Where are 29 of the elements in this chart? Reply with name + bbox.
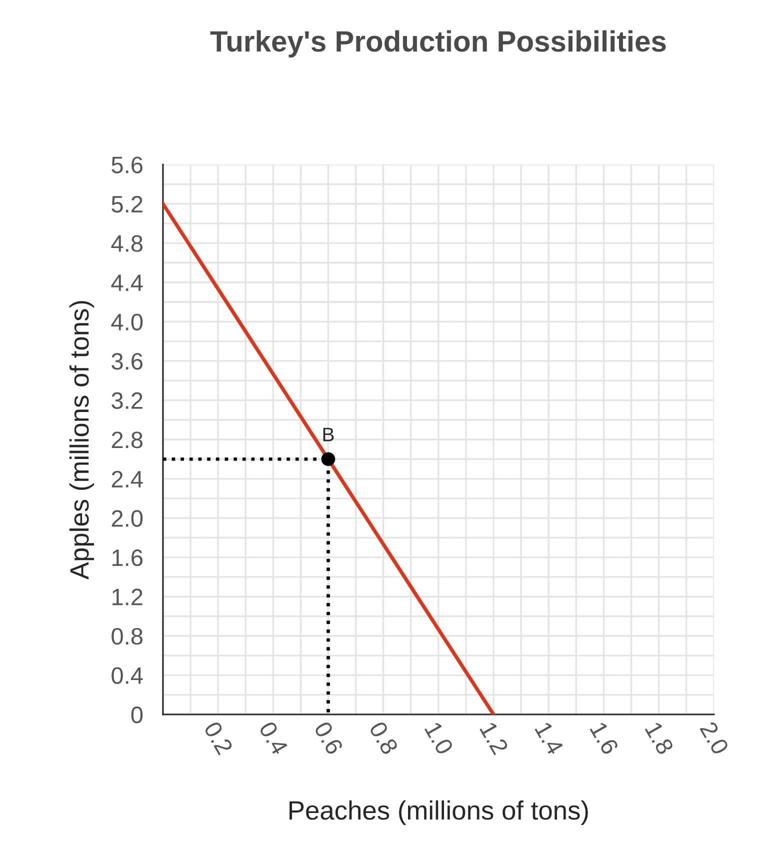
y-axis-title: Apples (millions of tons) [69,301,94,580]
x-tick-label: 1.2 [480,721,509,756]
y-tick-label: 0 [131,706,143,724]
y-tick-label: 4.0 [111,314,143,330]
y-tick-label: 3.6 [112,353,142,370]
y-tick-label: 2.4 [112,470,143,488]
x-tick-label: 1.0 [424,721,454,756]
x-tick-label: 0.2 [204,720,234,756]
y-tick-label: 1.6 [112,549,142,566]
x-tick-label: 0.4 [258,720,289,756]
y-tick-label: 2.8 [112,432,142,448]
y-tick-label: 2.0 [112,510,143,527]
y-tick-label: 1.2 [112,588,142,606]
y-tick-label: 4.4 [111,274,143,291]
x-tick-label: 0.8 [368,720,399,756]
chart-title: Turkey's Production Possibilities [210,30,666,58]
x-tick-label: 1.4 [534,721,564,756]
x-axis-title: Peaches (millions of tons) [290,800,588,825]
x-tick-label: 0.6 [314,720,344,756]
x-tick-label: 1.6 [590,721,620,756]
y-tick-label: 0.8 [112,628,142,645]
annotation: B [323,428,334,442]
y-tick-label: 3.2 [112,392,142,410]
x-tick-label: 2.0 [699,720,730,756]
y-tick-label: 5.2 [112,196,142,213]
x-tick-label: 1.8 [644,721,674,756]
y-tick-label: 4.8 [111,235,142,252]
y-tick-label: 0.4 [112,667,143,684]
y-tick-label: 5.6 [112,156,142,174]
